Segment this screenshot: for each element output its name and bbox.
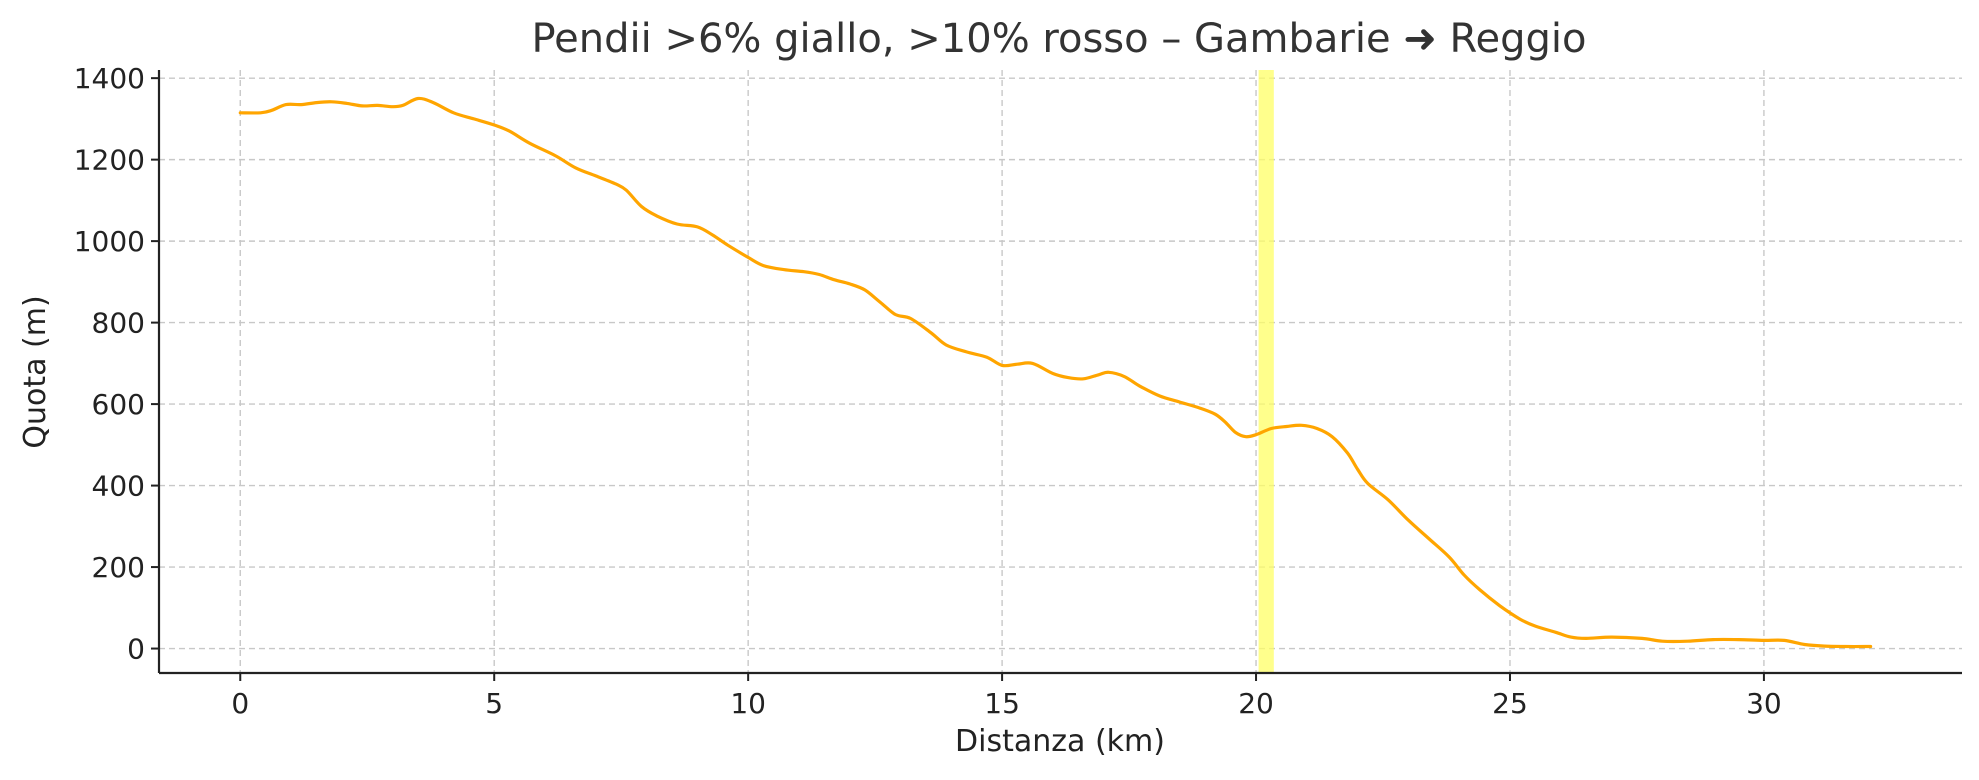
ticks: 0 5 10 15 20 25 30 0 200 400 600 800 1000 1200 1400 — [74, 62, 1782, 720]
elevation-line — [238, 96, 1873, 649]
y-axis-label: Quota (m) — [18, 295, 53, 448]
slope-highlight-span — [1258, 70, 1274, 673]
y-tick-label: 1200 — [74, 144, 145, 177]
grid — [159, 70, 1962, 673]
x-tick-label: 15 — [984, 687, 1020, 720]
slope-highlights — [1258, 70, 1274, 673]
series-layer — [238, 96, 1873, 649]
x-tick-label: 30 — [1746, 687, 1782, 720]
x-tick-label: 0 — [231, 687, 249, 720]
x-axis-label: Distanza (km) — [955, 724, 1165, 759]
axes — [157, 70, 1962, 675]
x-tick-label: 25 — [1492, 687, 1528, 720]
x-tick-label: 5 — [485, 687, 503, 720]
y-tick-label: 0 — [127, 633, 145, 666]
y-tick-label: 1400 — [74, 62, 145, 95]
y-tick-label: 400 — [92, 470, 145, 503]
y-tick-label: 200 — [92, 551, 145, 584]
y-tick-label: 800 — [92, 307, 145, 340]
x-tick-label: 10 — [730, 687, 766, 720]
chart-title: Pendii >6% giallo, >10% rosso – Gambarie… — [531, 16, 1586, 62]
y-tick-label: 1000 — [74, 225, 145, 258]
y-tick-label: 600 — [92, 388, 145, 421]
x-tick-label: 20 — [1238, 687, 1274, 720]
